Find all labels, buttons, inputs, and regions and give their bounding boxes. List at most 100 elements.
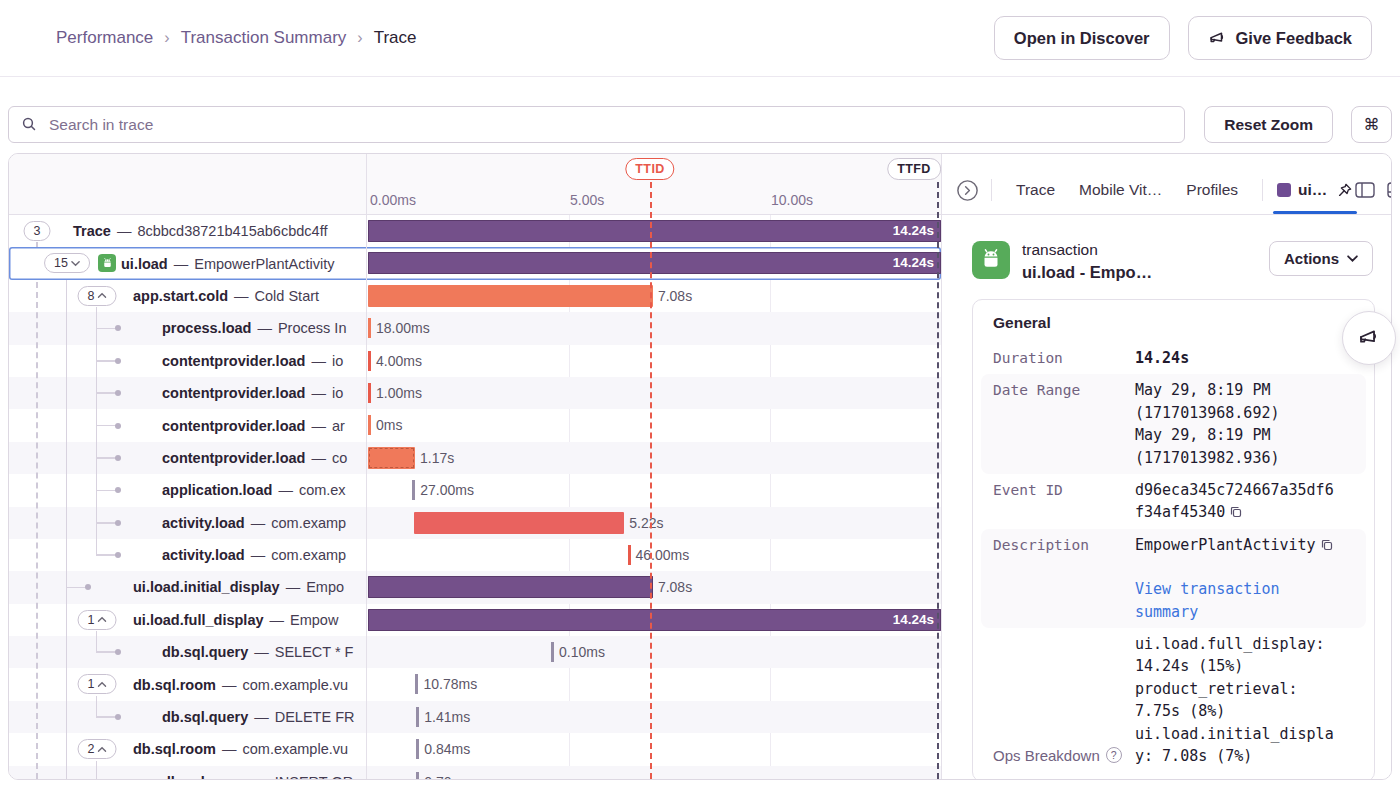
span-count-badge[interactable]: 3 <box>24 221 51 241</box>
span-bar[interactable] <box>368 447 415 469</box>
search-icon <box>21 116 37 132</box>
tree-dot <box>115 358 121 364</box>
trace-row[interactable]: contentprovider.load—co1.17s <box>9 442 941 474</box>
span-duration: 1.00ms <box>376 382 422 404</box>
tree-dot <box>115 325 121 331</box>
span-label: db.sql.query—INSERT OR <box>162 766 353 779</box>
general-section-card: General Duration14.24sDate RangeMay 29, … <box>972 299 1375 780</box>
copy-icon[interactable] <box>1320 538 1334 552</box>
span-duration: 27.00ms <box>420 479 474 501</box>
span-tick[interactable] <box>412 480 415 500</box>
tab-profiles[interactable]: Profiles <box>1186 181 1238 199</box>
transaction-header: transaction ui.load - Empo… Actions <box>942 215 1391 282</box>
span-duration: 0.84ms <box>424 738 470 760</box>
tree-cell: contentprovider.load—io <box>9 345 366 377</box>
span-tick[interactable] <box>415 674 418 694</box>
span-tick[interactable] <box>416 772 419 779</box>
dock-left-icon[interactable] <box>1355 182 1375 198</box>
search-input[interactable] <box>8 106 1185 143</box>
detail-field: Date RangeMay 29, 8:19 PM (1717013968.69… <box>981 374 1366 474</box>
ttid-badge[interactable]: TTID <box>625 158 674 180</box>
tab-ui-load-active[interactable]: ui… <box>1277 181 1353 199</box>
tree-cell: contentprovider.load—ar <box>9 409 366 441</box>
span-count-badge[interactable]: 2 <box>78 739 117 759</box>
span-tick[interactable] <box>551 642 554 662</box>
tree-connector <box>96 425 117 427</box>
trace-row[interactable]: 15ui.load—EmpowerPlantActivity14.24s <box>9 247 941 279</box>
tree-dot <box>115 520 121 526</box>
trace-row[interactable]: 3 Trace—8cbbcd38721b415ab6cbdc4ff 14.24s <box>9 215 941 247</box>
tab-trace[interactable]: Trace <box>1016 181 1055 199</box>
span-count-badge[interactable]: 1 <box>78 674 117 694</box>
keyboard-shortcut-button[interactable]: ⌘ <box>1351 106 1392 143</box>
breadcrumb-separator: › <box>357 29 362 47</box>
span-bar[interactable] <box>414 512 624 534</box>
span-label: contentprovider.load—ar <box>162 409 345 441</box>
span-tick[interactable] <box>368 351 371 371</box>
dock-bottom-icon[interactable] <box>1387 182 1392 198</box>
span-tick[interactable] <box>368 383 371 403</box>
feedback-fab-button[interactable] <box>1342 311 1396 365</box>
span-bar[interactable]: 14.24s <box>368 220 941 242</box>
breadcrumb: Performance › Transaction Summary › Trac… <box>28 28 416 48</box>
android-icon <box>98 254 116 272</box>
trace-row[interactable]: db.sql.query—SELECT * F0.10ms <box>9 636 941 668</box>
open-in-discover-button[interactable]: Open in Discover <box>994 16 1170 60</box>
give-feedback-button[interactable]: Give Feedback <box>1188 16 1372 60</box>
trace-row[interactable]: 8app.start.cold—Cold Start7.08s <box>9 280 941 312</box>
trace-row[interactable]: ui.load.initial_display—Empo7.08s <box>9 571 941 603</box>
span-tick[interactable] <box>368 415 371 435</box>
ttfd-badge[interactable]: TTFD <box>887 158 941 180</box>
tree-dot <box>115 455 121 461</box>
detail-field-value: 14.24s <box>1135 347 1342 369</box>
trace-row[interactable]: 1ui.load.full_display—Empow14.24s <box>9 604 941 636</box>
trace-row[interactable]: contentprovider.load—ar0ms <box>9 409 941 441</box>
trace-row[interactable]: db.sql.query—DELETE FR1.41ms <box>9 701 941 733</box>
breadcrumb-transaction-summary[interactable]: Transaction Summary <box>181 28 347 48</box>
tab-mobile-vitals[interactable]: Mobile Vit… <box>1079 181 1162 199</box>
span-count-badge[interactable]: 8 <box>78 286 117 306</box>
span-label: Trace—8cbbcd38721b415ab6cbdc4ff <box>73 215 327 247</box>
detail-field: Duration14.24s <box>981 342 1366 374</box>
span-tick[interactable] <box>368 318 371 338</box>
trace-row[interactable]: activity.load—com.examp46.00ms <box>9 539 941 571</box>
tree-column-divider[interactable] <box>366 154 367 779</box>
trace-row[interactable]: 1db.sql.room—com.example.vu10.78ms <box>9 668 941 700</box>
span-duration: 10.78ms <box>423 673 477 695</box>
pin-icon[interactable] <box>1336 182 1353 199</box>
trace-row[interactable]: application.load—com.ex27.00ms <box>9 474 941 506</box>
span-tick[interactable] <box>416 739 419 759</box>
trace-row[interactable]: db.sql.query—INSERT OR0.70ms <box>9 766 941 779</box>
span-tick[interactable] <box>628 545 631 565</box>
trace-row[interactable]: contentprovider.load—io1.00ms <box>9 377 941 409</box>
span-label: contentprovider.load—co <box>162 442 347 474</box>
transaction-kind-label: transaction <box>1022 241 1152 259</box>
help-icon[interactable]: ? <box>1106 747 1122 763</box>
span-count-badge[interactable]: 15 <box>44 253 90 273</box>
tree-connector <box>66 587 87 589</box>
reset-zoom-button[interactable]: Reset Zoom <box>1204 106 1333 143</box>
span-bar[interactable]: 14.24s <box>368 609 941 631</box>
trace-row[interactable]: activity.load—com.examp5.22s <box>9 507 941 539</box>
span-count-badge[interactable]: 1 <box>78 610 117 630</box>
tree-cell: db.sql.query—INSERT OR <box>9 766 366 779</box>
span-tick[interactable] <box>416 707 419 727</box>
span-bar[interactable]: 14.24s <box>368 252 941 274</box>
breadcrumb-performance[interactable]: Performance <box>56 28 153 48</box>
view-transaction-summary-link[interactable]: View transaction summary <box>1135 578 1342 623</box>
span-color-swatch <box>1277 183 1291 197</box>
span-duration: 46.00ms <box>636 544 690 566</box>
trace-row[interactable]: contentprovider.load—io 4.00ms <box>9 345 941 377</box>
span-bar[interactable] <box>368 285 653 307</box>
actions-button[interactable]: Actions <box>1269 241 1373 276</box>
span-bar[interactable] <box>368 576 653 598</box>
copy-icon[interactable] <box>1229 505 1243 519</box>
divider <box>991 179 992 201</box>
tree-connector <box>96 716 117 718</box>
general-fields: Duration14.24sDate RangeMay 29, 8:19 PM … <box>973 342 1374 773</box>
trace-row[interactable]: process.load—Process In18.00ms <box>9 312 941 344</box>
span-duration: 7.08s <box>658 285 692 307</box>
collapse-drawer-icon[interactable] <box>956 179 979 202</box>
span-duration: 4.00ms <box>376 350 422 372</box>
trace-row[interactable]: 2db.sql.room—com.example.vu0.84ms <box>9 733 941 765</box>
